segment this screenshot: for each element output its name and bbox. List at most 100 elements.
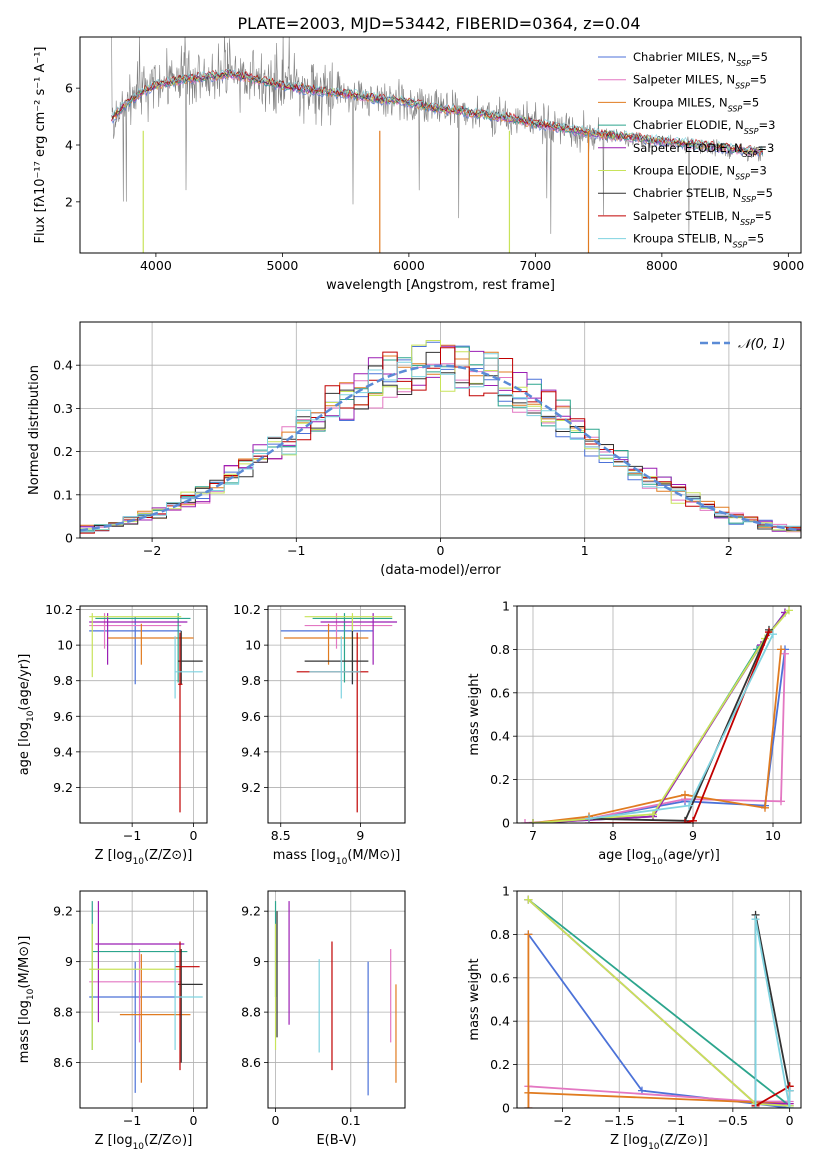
x-tick-label: 9 <box>356 828 364 843</box>
x-tick-label: 4000 <box>140 258 172 273</box>
weight-line-6 <box>588 629 770 822</box>
spectrum-panel: 4000 5000 6000 7000 8000 9000 2 4 6 wavelength [A… <box>33 36 804 293</box>
weight-marker <box>689 816 697 823</box>
y-tick-label: 0 <box>502 1101 510 1116</box>
y-axis-label: Flux [fλ10⁻¹⁷ erg cm⁻² s⁻¹ A⁻¹] <box>33 47 48 244</box>
x-axis-label: E(B-V) <box>316 1133 356 1148</box>
y-tick-label: 0.4 <box>53 358 73 373</box>
weight-marker <box>529 819 537 823</box>
y-tick-label: 10 <box>57 638 73 653</box>
legend-label-6: Chabrier STELIB, NSSP=5 <box>633 186 773 204</box>
age-vs-Z-marks <box>89 613 203 813</box>
x-tick-label: −0.5 <box>718 1113 748 1128</box>
weight-marker <box>521 819 529 823</box>
x-tick-label: 10 <box>765 828 781 843</box>
x-tick-label: −1 <box>287 543 305 558</box>
model-spectrum-8 <box>111 69 764 153</box>
mass-weight-vs-Z-frame <box>516 890 802 1109</box>
y-tick-label: 9.4 <box>53 744 73 759</box>
weight-line-8 <box>754 919 791 1108</box>
residuals-frame <box>79 321 802 539</box>
x-tick-label: −1 <box>667 1113 685 1128</box>
x-tick-label: 2 <box>725 543 733 558</box>
y-tick-label: 1 <box>502 884 510 899</box>
legend-label-0: Chabrier MILES, NSSP=5 <box>633 50 768 68</box>
residuals-panel: −2 −1 0 1 2 0 0.1 0.2 0.3 0.4 (data-model)/error No… <box>27 321 802 578</box>
y-tick-label: 9.4 <box>241 744 261 759</box>
y-tick-label: 1 <box>502 599 510 614</box>
weight-marker <box>761 803 769 812</box>
weight-line-7 <box>589 631 770 823</box>
y-tick-label: 4 <box>65 138 73 153</box>
y-tick-label: 2 <box>65 194 73 209</box>
weight-marker <box>785 606 793 615</box>
weight-marker <box>649 810 657 819</box>
age-vs-Z-panel: −1 0 9.2 9.4 9.6 9.8 10 10.2 Z [log10(Z/Z⊙)] age … <box>17 602 208 867</box>
x-axis-label: mass [log10(M/M⊙)] <box>273 848 401 867</box>
spectrum-legend: Chabrier MILES, NSSP=5 Salpeter MILES, NS… <box>598 50 775 249</box>
x-tick-label: −2 <box>553 1113 571 1128</box>
x-tick-label: 0 <box>190 828 198 843</box>
legend-label-4: Salpeter ELODIE, NSSP=3 <box>633 141 774 159</box>
y-tick-label: 9 <box>253 954 261 969</box>
mass-vs-Z-panel: −1 0 8.6 8.8 9 9.2 Z [log10(Z/Z⊙)] mass [log10(… <box>17 890 208 1152</box>
y-tick-label: 6 <box>65 81 73 96</box>
legend-label-2: Kroupa MILES, NSSP=5 <box>633 95 759 113</box>
weight-marker <box>769 630 777 639</box>
mass-vs-Z-frame <box>79 890 208 1109</box>
legend-label-5: Kroupa ELODIE, NSSP=3 <box>633 164 767 182</box>
mass-weight-vs-Z-marks <box>524 895 794 1108</box>
weight-marker <box>777 797 785 806</box>
y-tick-label: 0.4 <box>490 729 510 744</box>
y-axis-label: age [log10(age/yr)] <box>17 654 36 776</box>
age-vs-Z-frame <box>79 605 208 824</box>
y-tick-label: 8.6 <box>53 1055 73 1070</box>
weight-line-1 <box>524 653 786 823</box>
weight-marker <box>751 915 760 924</box>
y-tick-label: 9 <box>65 954 73 969</box>
y-tick-label: 0.2 <box>490 1057 510 1072</box>
y-tick-label: 9.8 <box>241 673 261 688</box>
y-tick-label: 0 <box>502 816 510 831</box>
normal-legend-label: 𝒩(0, 1) <box>738 337 785 352</box>
x-tick-label: 8000 <box>646 258 678 273</box>
mass-weight-vs-age-panel: 7 8 9 10 0 0.2 0.4 0.6 0.8 1 age [log10(age/yr)] ma… <box>467 599 802 867</box>
x-axis-label: age [log10(age/yr)] <box>598 848 720 867</box>
y-tick-label: 9.2 <box>241 780 261 795</box>
weight-line-4 <box>532 611 786 823</box>
x-tick-label: 0 <box>786 1113 794 1128</box>
weight-line-3 <box>532 611 786 823</box>
weight-marker <box>585 814 593 823</box>
normal-curve <box>80 364 801 532</box>
x-axis-label: wavelength [Angstrom, rest frame] <box>326 278 555 293</box>
y-tick-label: 9.8 <box>53 673 73 688</box>
y-tick-label: 10 <box>245 638 261 653</box>
y-axis-label: mass [log10(M/M⊙)] <box>17 936 36 1064</box>
weight-marker <box>685 801 693 810</box>
y-tick-label: 8.8 <box>241 1005 261 1020</box>
figure-title: PLATE=2003, MJD=53442, FIBERID=0364, z=0… <box>237 14 640 33</box>
mass-vs-ebv-frame <box>267 890 406 1109</box>
weight-line-3 <box>527 898 791 1107</box>
weight-line-7 <box>755 1085 791 1107</box>
x-tick-label: 7 <box>529 828 537 843</box>
y-axis-label: Normed distribution <box>27 365 42 495</box>
y-tick-label: 0.2 <box>490 772 510 787</box>
x-tick-label: −1 <box>123 828 141 843</box>
x-tick-label: 7000 <box>519 258 551 273</box>
y-tick-label: 10.2 <box>233 602 261 617</box>
y-tick-label: 0.4 <box>490 1014 510 1029</box>
age-vs-mass-panel: 8.5 9 9.2 9.4 9.6 9.8 10 10.2 mass [log10(M/M⊙)] <box>233 602 406 867</box>
x-tick-label: −1 <box>123 1113 141 1128</box>
mass-weight-vs-Z-panel: −2 −1.5 −1 −0.5 0 0 0.2 0.4 0.6 0.8 1 Z [log10(Z/Z⊙… <box>467 884 802 1152</box>
y-tick-label: 0.8 <box>490 927 510 942</box>
weight-marker <box>785 1086 794 1095</box>
y-tick-label: 0.6 <box>490 685 510 700</box>
x-tick-label: −2 <box>143 543 161 558</box>
mass-vs-ebv-panel: 0 0.1 8.6 8.8 9 9.2 E(B-V) <box>241 890 406 1148</box>
x-tick-label: 6000 <box>393 258 425 273</box>
y-tick-label: 10.2 <box>45 602 73 617</box>
y-tick-label: 0.1 <box>53 487 73 502</box>
